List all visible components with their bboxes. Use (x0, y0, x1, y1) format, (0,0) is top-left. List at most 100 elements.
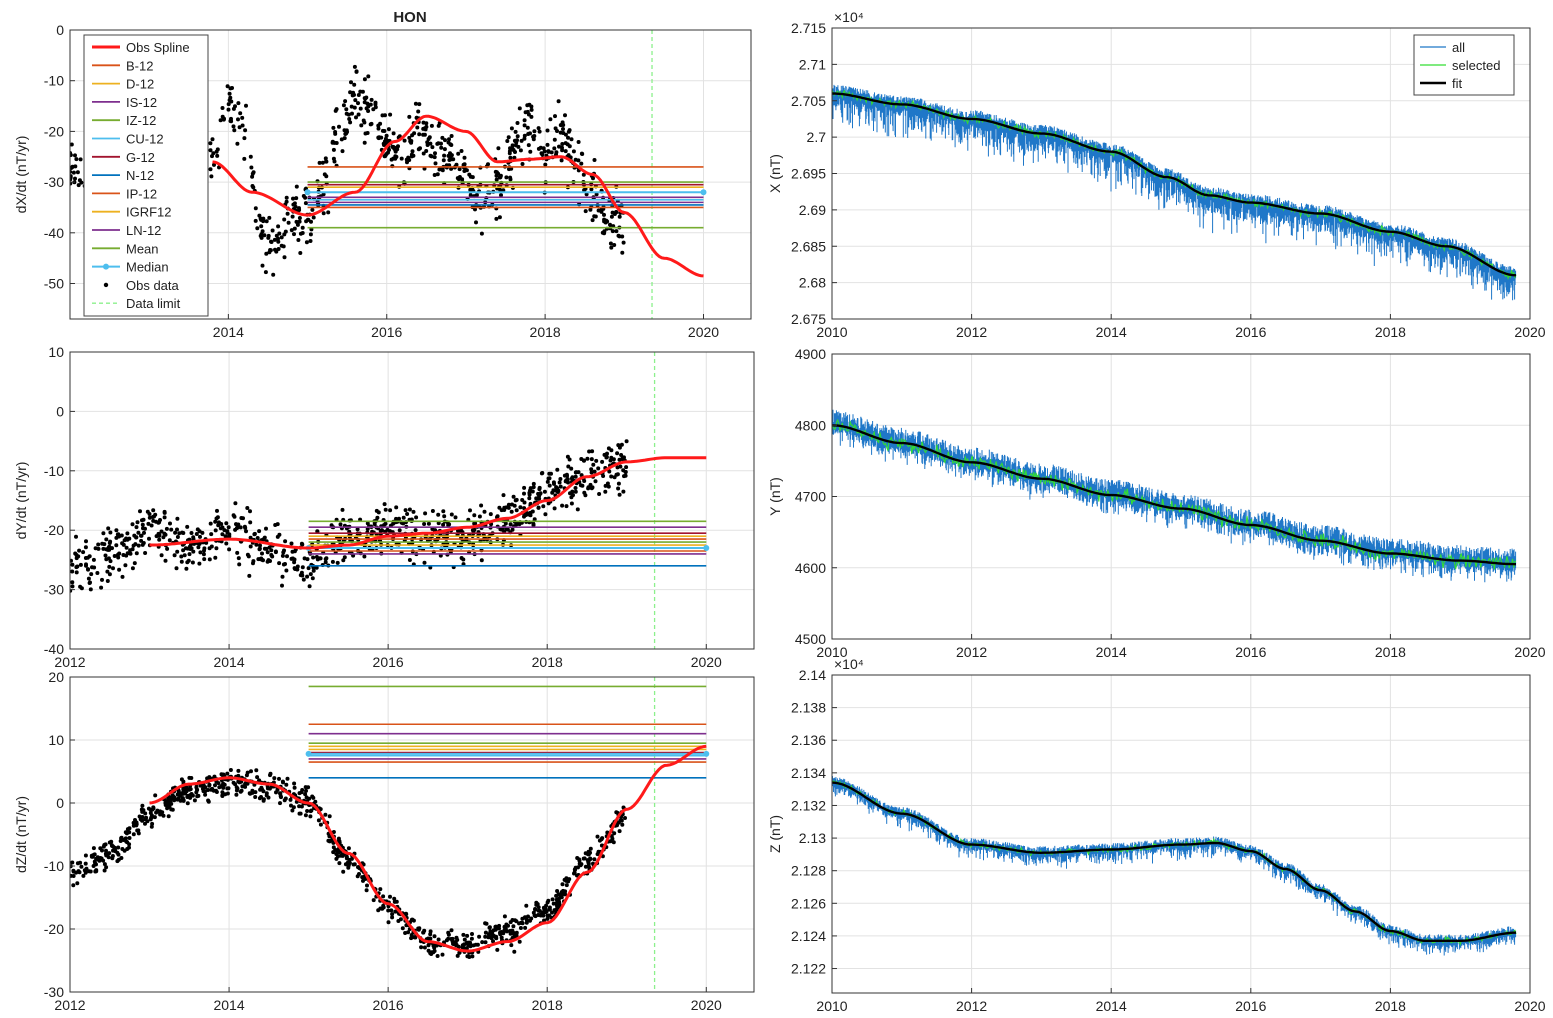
obs-point (212, 162, 216, 167)
obs-point (355, 527, 360, 532)
obs-point (240, 123, 245, 128)
obs-point (284, 568, 289, 573)
obs-point (407, 135, 412, 140)
obs-point (609, 448, 614, 453)
obs-point (247, 573, 252, 578)
y-tick-label: -50 (44, 276, 64, 292)
obs-point (380, 528, 384, 533)
x-tick-label: 2014 (1096, 998, 1127, 1014)
obs-point (115, 859, 120, 864)
obs-point (237, 562, 242, 567)
obs-point (396, 144, 400, 149)
series-fit (832, 781, 1516, 942)
obs-point (202, 546, 207, 551)
obs-point (71, 170, 76, 175)
obs-point (432, 173, 437, 177)
obs-point (583, 493, 588, 498)
obs-point (92, 565, 97, 570)
obs-point (563, 132, 568, 137)
obs-point (74, 157, 79, 162)
obs-point (214, 546, 219, 551)
obs-point (234, 792, 239, 797)
obs-point (161, 535, 166, 540)
obs-point (421, 151, 426, 156)
obs-point (417, 102, 422, 107)
obs-point (358, 89, 363, 94)
obs-point (310, 576, 315, 581)
y-tick-label: 0 (56, 795, 64, 811)
median-marker (304, 189, 311, 196)
obs-point (532, 129, 537, 134)
obs-point (292, 201, 297, 206)
obs-point (279, 795, 283, 800)
y-tick-label: 4500 (795, 631, 826, 647)
obs-point (577, 858, 582, 863)
obs-point (364, 106, 369, 111)
obs-point (220, 106, 225, 110)
obs-point (353, 98, 358, 103)
obs-point (528, 131, 532, 136)
obs-point (187, 552, 192, 557)
obs-point (323, 156, 328, 161)
obs-point (447, 137, 451, 142)
obs-point (483, 940, 488, 945)
obs-point (96, 542, 101, 547)
obs-point (493, 924, 498, 929)
obs-point (600, 459, 605, 464)
obs-point (257, 529, 262, 534)
obs-point (386, 908, 391, 913)
obs-point (128, 548, 133, 553)
obs-point (511, 494, 516, 499)
obs-point (522, 491, 526, 496)
obs-point (446, 932, 451, 937)
obs-point (83, 868, 87, 873)
obs-point (292, 781, 297, 786)
obs-point (551, 488, 556, 493)
obs-point (226, 107, 231, 112)
obs-point (609, 474, 614, 479)
obs-point (78, 562, 83, 567)
obs-point (526, 143, 531, 148)
obs-point (292, 785, 297, 790)
x-tick-label: 2018 (1375, 324, 1406, 340)
obs-point (569, 501, 574, 506)
obs-point (379, 135, 384, 140)
obs-point (342, 136, 347, 141)
legend-swatch (103, 282, 109, 288)
obs-point (532, 517, 537, 522)
obs-point (120, 541, 125, 546)
obs-point (552, 506, 557, 511)
obs-point (251, 559, 256, 564)
obs-point (520, 162, 525, 166)
obs-point (531, 137, 536, 142)
obs-point (555, 903, 559, 908)
obs-point (217, 785, 222, 790)
y-tick-label: -10 (44, 73, 64, 89)
obs-point (237, 125, 242, 130)
obs-point (559, 158, 564, 163)
obs-point (114, 528, 119, 533)
y-tick-label: 2.695 (791, 166, 826, 182)
obs-point (141, 517, 146, 522)
obs-point (106, 526, 111, 531)
obs-point (215, 515, 220, 520)
obs-point (253, 795, 258, 799)
obs-point (236, 101, 241, 106)
obs-point (363, 131, 368, 136)
obs-point (271, 272, 276, 277)
obs-point (442, 147, 447, 152)
obs-point (88, 580, 92, 585)
obs-point (95, 855, 100, 860)
obs-point (555, 889, 560, 893)
obs-point (522, 123, 527, 128)
obs-point (230, 86, 234, 90)
obs-point (294, 219, 299, 224)
y-tick-label: 2.132 (791, 797, 826, 813)
obs-point (381, 894, 386, 899)
obs-point (369, 97, 374, 102)
x-tick-label: 2014 (213, 324, 244, 340)
obs-point (564, 883, 569, 888)
obs-point (83, 556, 88, 560)
obs-point (552, 908, 557, 913)
obs-point (419, 945, 424, 950)
